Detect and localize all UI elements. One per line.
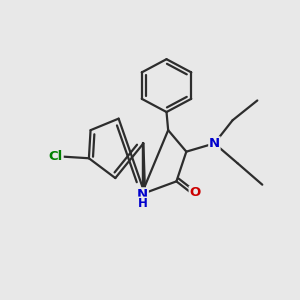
Text: H: H (138, 197, 148, 210)
Text: N: N (137, 188, 148, 201)
Text: N: N (209, 137, 220, 150)
Text: Cl: Cl (49, 149, 63, 163)
Text: O: O (189, 186, 200, 200)
